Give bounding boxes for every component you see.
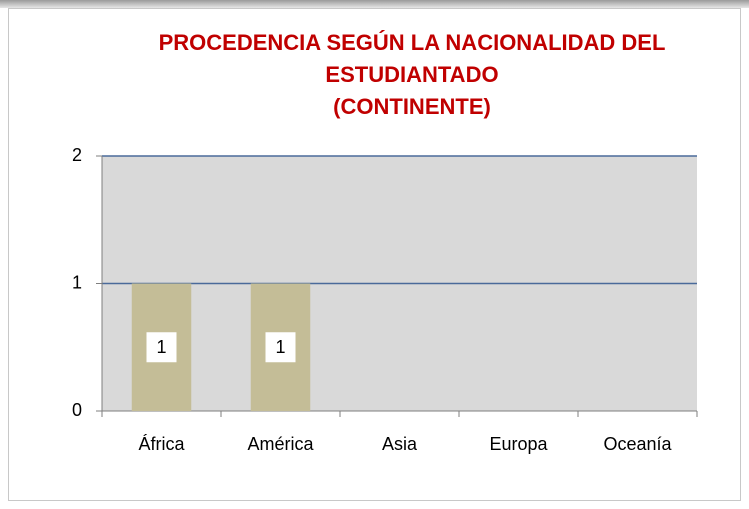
data-label: 1	[275, 337, 285, 357]
y-tick-label: 0	[72, 400, 82, 420]
data-label-box	[265, 332, 296, 363]
data-label: 1	[156, 337, 166, 357]
chart-title: ESTUDIANTADO	[325, 62, 498, 87]
y-tick-label: 1	[72, 272, 82, 292]
y-tick-label: 2	[72, 145, 82, 165]
chart-title: PROCEDENCIA SEGÚN LA NACIONALIDAD DEL	[159, 30, 666, 55]
x-tick-label: América	[247, 434, 314, 454]
x-tick-label: África	[138, 434, 185, 454]
data-label-box	[146, 332, 177, 363]
x-tick-label: Oceanía	[603, 434, 672, 454]
chart-title: (CONTINENTE)	[333, 94, 491, 119]
x-tick-label: Asia	[382, 434, 418, 454]
frame-top	[0, 0, 749, 8]
x-tick-label: Europa	[489, 434, 548, 454]
